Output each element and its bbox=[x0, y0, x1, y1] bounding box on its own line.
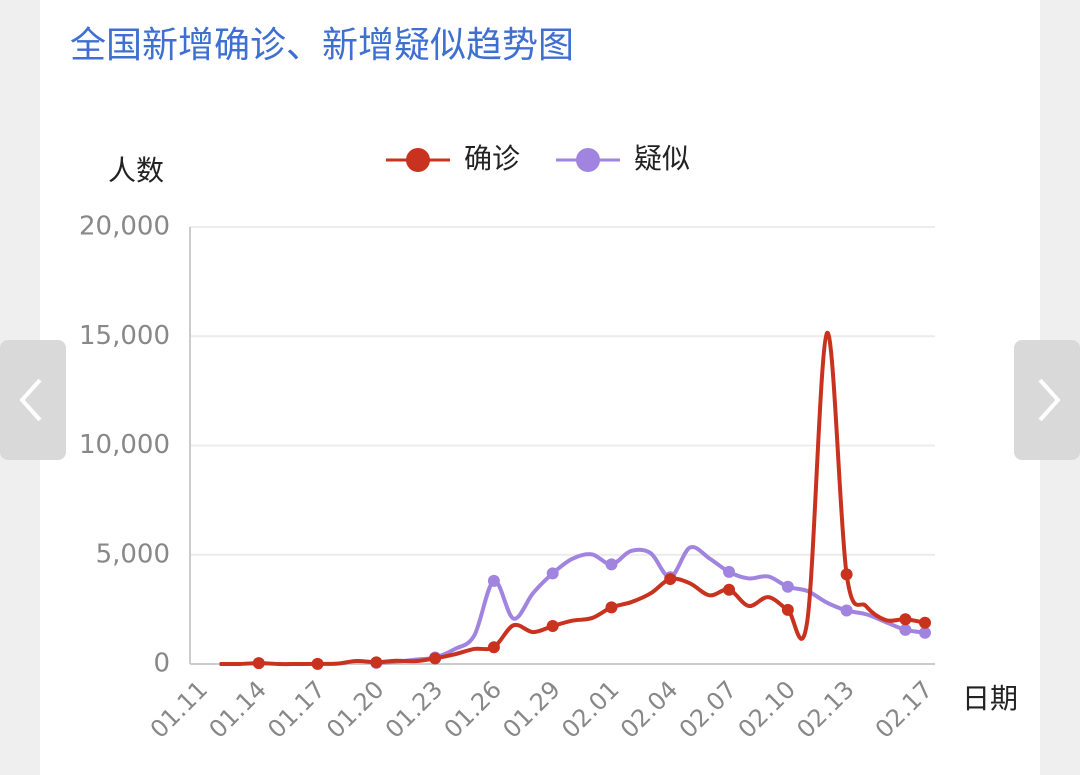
y-tick-label: 15,000 bbox=[79, 321, 170, 351]
chart-title: 全国新增确诊、新增疑似趋势图 bbox=[70, 25, 574, 66]
x-axis-label: 日期 bbox=[962, 682, 1018, 715]
data-point bbox=[605, 558, 618, 571]
data-point bbox=[252, 657, 265, 670]
data-point bbox=[899, 623, 912, 636]
data-point bbox=[723, 565, 736, 578]
prev-arrow bbox=[19, 378, 42, 422]
next-arrow bbox=[1038, 378, 1061, 422]
data-point bbox=[840, 568, 853, 581]
data-point bbox=[899, 613, 912, 626]
data-point bbox=[429, 652, 442, 665]
y-tick-label: 0 bbox=[153, 649, 170, 679]
data-point bbox=[840, 604, 853, 617]
data-point bbox=[546, 620, 559, 633]
series-line bbox=[376, 545, 926, 665]
legend-label: 确诊 bbox=[464, 142, 520, 175]
legend-marker bbox=[576, 148, 600, 172]
data-point bbox=[919, 616, 931, 629]
next-button[interactable] bbox=[1014, 340, 1080, 460]
data-point bbox=[487, 574, 500, 587]
data-point bbox=[664, 573, 677, 586]
legend-marker bbox=[406, 148, 430, 172]
y-tick-label: 5,000 bbox=[96, 539, 170, 569]
data-point bbox=[919, 626, 931, 639]
y-axis-label: 人数 bbox=[108, 154, 164, 187]
legend-label: 疑似 bbox=[634, 142, 690, 175]
data-point bbox=[370, 656, 383, 669]
data-point bbox=[781, 580, 794, 593]
card bbox=[40, 0, 1040, 775]
prev-button[interactable] bbox=[0, 340, 66, 460]
data-point bbox=[605, 601, 618, 614]
data-point bbox=[487, 641, 500, 654]
data-point bbox=[781, 603, 794, 616]
y-tick-label: 20,000 bbox=[79, 212, 170, 242]
series-line bbox=[219, 330, 926, 667]
data-point bbox=[723, 583, 736, 596]
y-tick-label: 10,000 bbox=[79, 430, 170, 460]
data-point bbox=[311, 657, 324, 670]
data-point bbox=[546, 567, 559, 580]
